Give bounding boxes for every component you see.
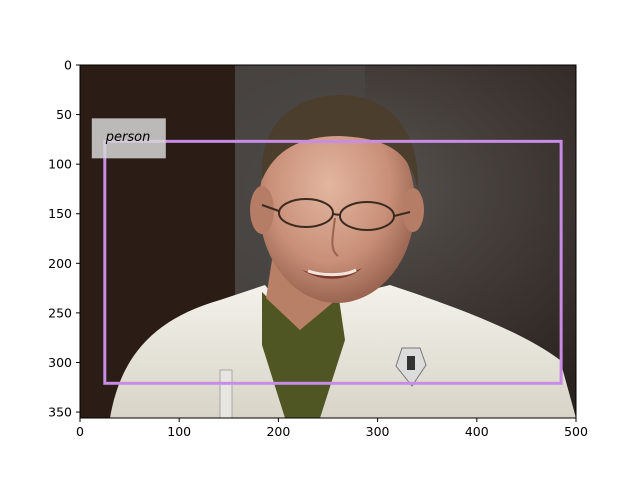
x-axis: 0 100 200 300 400 500: [76, 418, 588, 439]
y-tick-label: 150: [48, 206, 72, 221]
x-tick-label: 500: [564, 424, 588, 439]
y-axis: 0 50 100 150 200 250 300 350: [48, 58, 80, 420]
photo-teeth: [307, 268, 357, 277]
photo-lanyard: [219, 369, 233, 418]
y-tick-label: 50: [56, 107, 72, 122]
photo-face: [259, 107, 415, 303]
y-tick-label: 300: [48, 355, 72, 370]
x-tick-label: 400: [465, 424, 489, 439]
photo-left-ear: [250, 186, 274, 234]
x-tick-label: 300: [366, 424, 390, 439]
x-tick-label: 0: [76, 424, 84, 439]
detection-box: [103, 139, 563, 385]
detection-label-background: [91, 118, 166, 159]
y-tick-label: 0: [64, 58, 72, 73]
photo-shirt: [262, 292, 345, 418]
photo: [80, 65, 576, 418]
y-tick-label: 200: [48, 256, 72, 271]
photo-glasses: [261, 198, 411, 231]
photo-right-ear: [402, 188, 424, 232]
photo-id-badge: [395, 347, 427, 387]
y-tick-label: 350: [48, 405, 72, 420]
y-tick-label: 100: [48, 157, 72, 172]
detections: person: [91, 118, 563, 385]
x-tick-label: 200: [266, 424, 290, 439]
photo-hair: [261, 95, 419, 190]
photo-mouth: [302, 268, 362, 279]
plot-frame: [79, 64, 577, 419]
photo-nose: [331, 217, 339, 257]
y-tick-label: 250: [48, 305, 72, 320]
x-tick-label: 100: [167, 424, 191, 439]
detection-label: person: [105, 130, 151, 145]
